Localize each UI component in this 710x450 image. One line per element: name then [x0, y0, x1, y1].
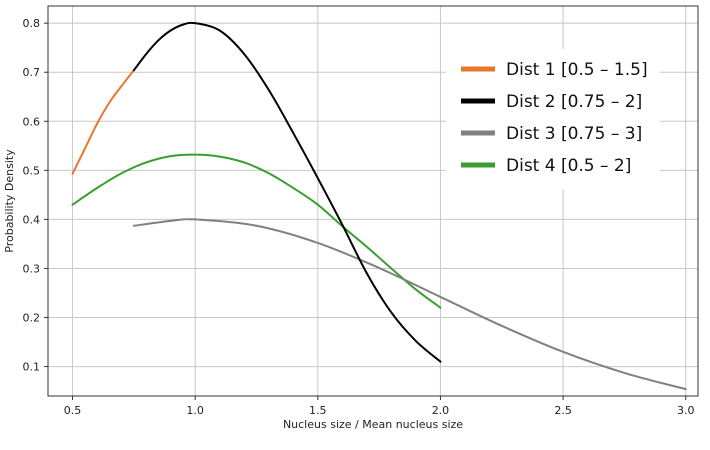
- x-axis-ticks: 0.5 1.0 1.5 2.0 2.5 3.0: [64, 396, 695, 417]
- plot-frame: [47, 5, 699, 397]
- y-tick-label: 0.7: [23, 66, 41, 79]
- series-line-2: [132, 21, 442, 363]
- y-tick-label: 0.1: [23, 361, 41, 374]
- legend: Dist 1 [0.5 – 1.5] Dist 2 [0.75 – 2] Dist …: [446, 49, 660, 189]
- x-tick-label: 3.0: [677, 404, 695, 417]
- y-tick-label: 0.2: [23, 312, 41, 325]
- x-tick-label: 2.0: [432, 404, 450, 417]
- x-tick-label: 0.5: [64, 404, 82, 417]
- y-axis-label: Probability Density: [3, 149, 16, 253]
- x-tick-label: 1.5: [309, 404, 327, 417]
- y-tick-label: 0.8: [23, 17, 41, 30]
- y-axis-ticks: 0.1 0.2 0.3 0.4 0.5 0.6 0.7 0.8: [23, 17, 48, 374]
- legend-label: Dist 3 [0.75 – 3]: [506, 124, 642, 144]
- x-tick-label: 1.0: [186, 404, 204, 417]
- y-tick-label: 0.3: [23, 262, 41, 275]
- y-tick-label: 0.6: [23, 115, 41, 128]
- series-line-4: [71, 153, 442, 309]
- y-tick-label: 0.4: [23, 213, 41, 226]
- series-lines: [71, 21, 687, 391]
- legend-label: Dist 1 [0.5 – 1.5]: [506, 60, 648, 80]
- legend-label: Dist 4 [0.5 – 2]: [506, 156, 631, 176]
- x-axis-label: Nucleus size / Mean nucleus size: [283, 418, 463, 431]
- legend-label: Dist 2 [0.75 – 2]: [506, 92, 642, 112]
- series-line-3: [132, 218, 687, 391]
- series-line-1: [71, 69, 135, 175]
- y-tick-label: 0.5: [23, 164, 41, 177]
- x-tick-label: 2.5: [554, 404, 572, 417]
